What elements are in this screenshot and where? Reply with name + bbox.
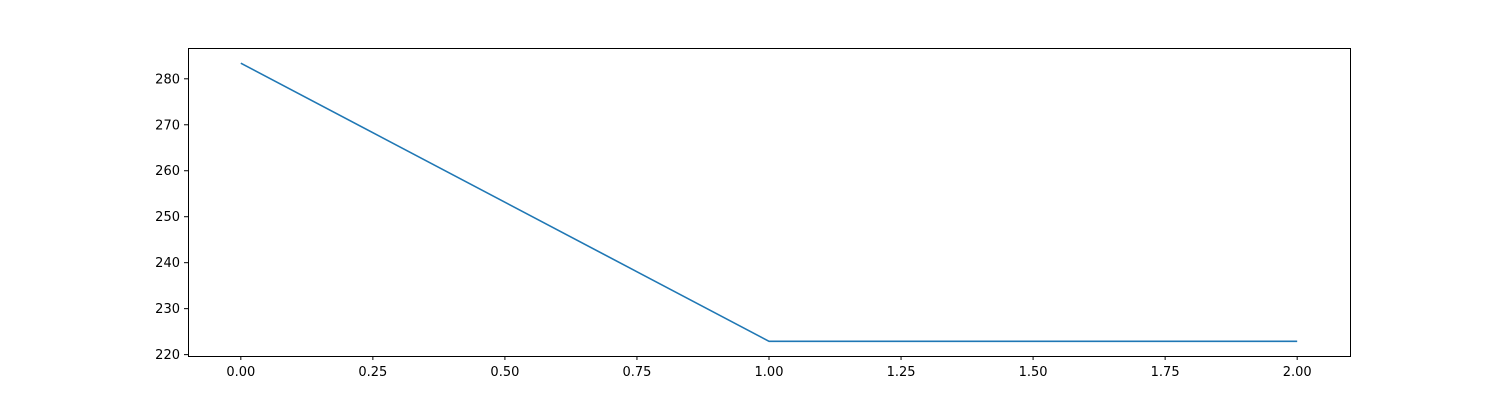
- x-tick-label: 0.50: [490, 365, 519, 380]
- x-tick-label: 0.75: [622, 365, 651, 380]
- y-tick-label: 230: [155, 302, 180, 317]
- x-tick-label: 0.00: [226, 365, 255, 380]
- x-tick-label: 1.50: [1019, 365, 1048, 380]
- y-tick-label: 250: [155, 210, 180, 225]
- plot-frame: [188, 48, 1351, 357]
- y-tick-label: 220: [155, 348, 180, 363]
- x-tick-label: 1.75: [1151, 365, 1180, 380]
- plot-area: [240, 62, 1298, 343]
- y-tick-label: 260: [155, 164, 180, 179]
- x-tick-label: 1.25: [887, 365, 916, 380]
- x-tick-label: 0.25: [358, 365, 387, 380]
- y-tick-label: 280: [155, 72, 180, 87]
- series-line: [240, 62, 1298, 343]
- y-axis: 220 230 240 250 260 270 280: [155, 72, 188, 363]
- x-tick-label: 1.00: [755, 365, 784, 380]
- y-tick-label: 240: [155, 256, 180, 271]
- y-tick-label: 270: [155, 118, 180, 133]
- x-axis: 0.00 0.25 0.50 0.75 1.00 1.25 1.50 1.75 2.00: [226, 356, 1312, 380]
- x-tick-label: 2.00: [1283, 365, 1312, 380]
